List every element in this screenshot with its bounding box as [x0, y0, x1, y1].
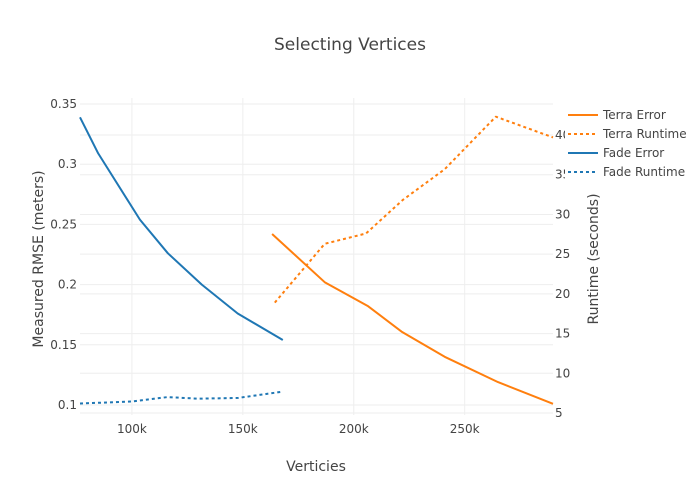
legend-item[interactable]: Fade Runtime [565, 163, 695, 181]
data-point[interactable] [280, 389, 286, 395]
y2-axis-title: Runtime (seconds) [586, 193, 602, 324]
y2-tick-label: 20 [555, 287, 570, 301]
series-line-fade-runtime[interactable] [79, 390, 283, 405]
data-point[interactable] [137, 217, 143, 223]
legend-item[interactable]: Terra Runtime [565, 125, 695, 143]
legend-label: Fade Runtime [603, 165, 685, 179]
y2-tick-label: 5 [555, 406, 563, 420]
data-point[interactable] [322, 241, 328, 247]
y-tick-label: 0.35 [50, 97, 77, 111]
y-tick-label: 0.2 [58, 278, 77, 292]
x-tick-label: 150k [228, 422, 258, 436]
legend-item[interactable]: Fade Error [565, 144, 695, 162]
data-point[interactable] [235, 395, 241, 401]
data-point[interactable] [129, 399, 135, 405]
data-point[interactable] [322, 279, 328, 285]
series-line-terra-error[interactable] [271, 233, 554, 405]
x-tick-label: 250k [450, 422, 480, 436]
data-point[interactable] [280, 337, 286, 343]
data-point[interactable] [442, 166, 448, 172]
data-point[interactable] [235, 311, 241, 317]
data-point[interactable] [363, 231, 369, 237]
data-point[interactable] [199, 282, 205, 288]
plot-area [77, 114, 554, 407]
data-point[interactable] [493, 114, 499, 120]
data-point[interactable] [77, 114, 83, 120]
data-point[interactable] [95, 150, 101, 156]
x-tick-label: 200k [339, 422, 369, 436]
data-point[interactable] [196, 396, 202, 402]
x-axis-title: Verticies [286, 459, 346, 475]
data-point[interactable] [165, 250, 171, 256]
x-tick-label: 100k [117, 422, 147, 436]
data-point[interactable] [269, 231, 275, 237]
chart-title: Selecting Vertices [274, 35, 426, 55]
y2-tick-label: 25 [555, 247, 570, 261]
data-point[interactable] [164, 394, 170, 400]
legend-label: Terra Runtime [602, 127, 687, 141]
series-line-fade-error[interactable] [79, 116, 284, 341]
data-point[interactable] [77, 401, 83, 407]
legend: Terra Error Terra Runtime Fade Error Fade R… [565, 106, 695, 181]
y2-tick-label: 10 [555, 366, 570, 380]
legend-item[interactable]: Terra Error [565, 106, 695, 124]
data-point[interactable] [495, 379, 501, 385]
legend-label: Terra Error [602, 108, 666, 122]
y-tick-label: 0.1 [58, 398, 77, 412]
data-point[interactable] [365, 303, 371, 309]
y-tick-label: 0.25 [50, 217, 77, 231]
y2-tick-label: 15 [555, 327, 570, 341]
y2-tick-label: 30 [555, 207, 570, 221]
grid-layer [80, 98, 553, 415]
legend-label: Fade Error [603, 146, 664, 160]
y-axis-title: Measured RMSE (meters) [31, 170, 47, 347]
data-point[interactable] [399, 329, 405, 335]
y-tick-label: 0.15 [50, 338, 77, 352]
series-line-terra-runtime[interactable] [274, 115, 554, 304]
data-point[interactable] [272, 300, 278, 306]
data-point[interactable] [442, 354, 448, 360]
data-point[interactable] [400, 197, 406, 203]
y-tick-label: 0.3 [58, 157, 77, 171]
